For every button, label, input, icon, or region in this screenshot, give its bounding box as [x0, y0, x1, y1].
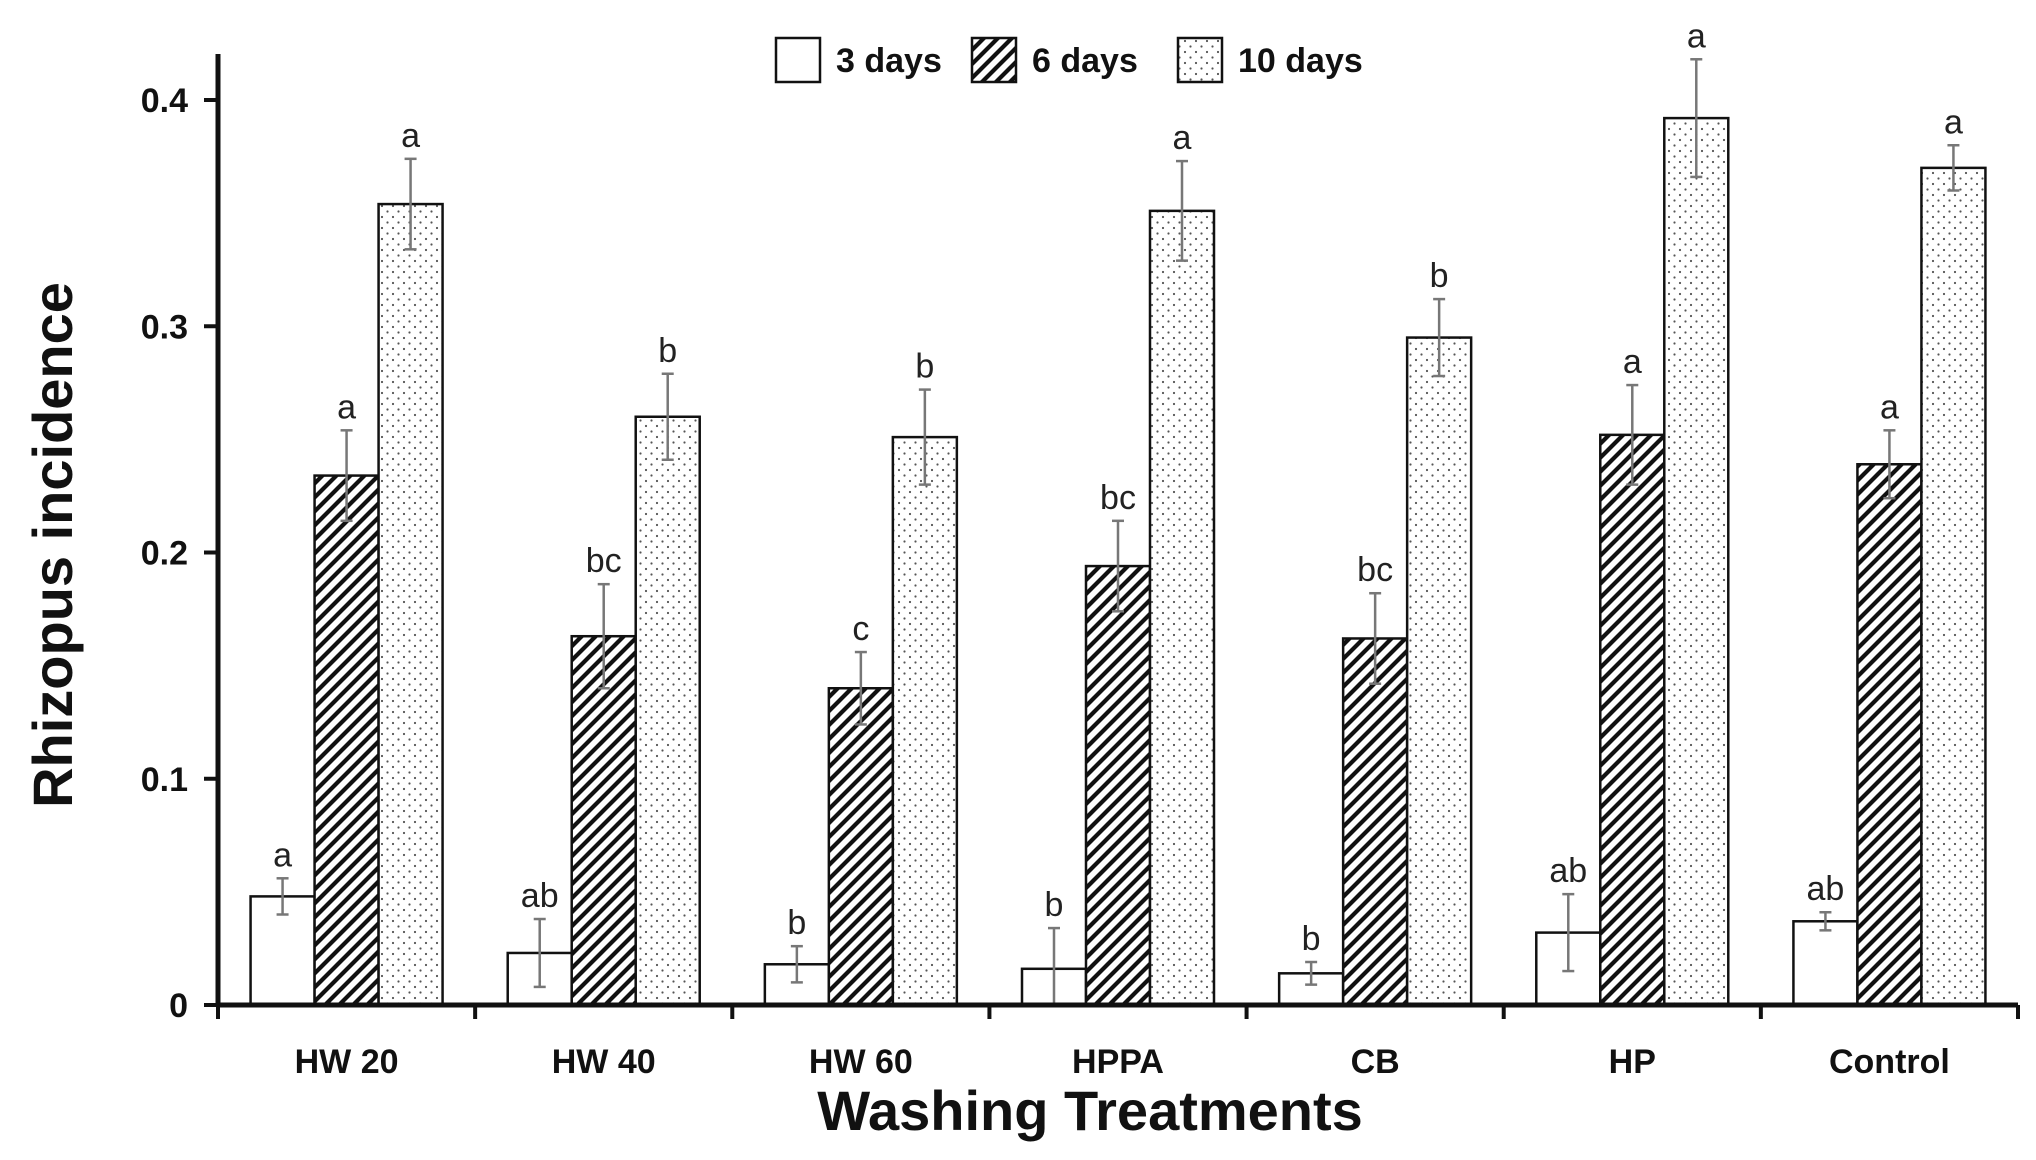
significance-letter: ab: [1549, 852, 1587, 890]
significance-letter: b: [658, 332, 677, 370]
error-bar: [1433, 297, 1446, 378]
significance-letter: b: [1302, 920, 1321, 958]
significance-letter: b: [915, 348, 934, 386]
significance-letter: bc: [1100, 479, 1136, 517]
error-bar: [404, 157, 417, 251]
significance-letter: a: [337, 388, 356, 426]
significance-letter: a: [1880, 388, 1899, 426]
bar-6-days-hw-20: [313, 474, 380, 1007]
error-bar: [1112, 519, 1124, 613]
significance-letter: a: [273, 836, 292, 874]
error-bar: [1626, 383, 1639, 486]
legend-swatch: [774, 36, 822, 84]
x-category-label: HP: [1609, 1043, 1656, 1081]
error-bar: [790, 944, 803, 984]
error-bar: [1883, 429, 1896, 500]
significance-letter: b: [787, 904, 806, 942]
significance-letter: c: [852, 610, 869, 648]
bar-10-days-hp: [1663, 116, 1730, 1007]
y-tick-label: 0.2: [141, 535, 188, 573]
error-bar: [854, 650, 867, 726]
x-category-label: Control: [1829, 1043, 1950, 1081]
bar-6-days-hw-40: [570, 634, 637, 1007]
bar-10-days-cb: [1405, 336, 1473, 1007]
bar-10-days-hppa: [1148, 209, 1216, 1007]
bar-3-days-control: [1792, 920, 1859, 1007]
y-tick-label: 0.4: [141, 82, 188, 120]
legend-label: 3 days: [836, 42, 942, 80]
error-bar: [597, 582, 610, 690]
error-bar: [1369, 591, 1382, 685]
error-bar: [1819, 910, 1832, 932]
significance-letter: bc: [1357, 551, 1393, 589]
significance-letter: bc: [586, 542, 622, 580]
error-bar: [276, 877, 289, 916]
significance-letter: b: [1045, 886, 1064, 924]
bar-6-days-hw-60: [827, 687, 895, 1007]
y-tick-label: 0: [169, 987, 188, 1025]
significance-letter: ab: [521, 877, 559, 915]
x-axis-title: Washing Treatments: [817, 1079, 1363, 1142]
x-category-label: HW 60: [809, 1043, 913, 1081]
legend-item: 10 days: [1176, 36, 1363, 84]
significance-letter: a: [1687, 17, 1706, 55]
axes-layer: 0 0.1 0.2 0.3 0.4 HW 20 HW 40 HW 60 HPPA CB HP Cont…: [21, 54, 2020, 1142]
significance-letter: a: [1623, 343, 1642, 381]
legend-label: 10 days: [1238, 42, 1363, 80]
significance-letter: b: [1430, 257, 1449, 295]
error-bar: [533, 917, 546, 989]
legend-swatch: [970, 36, 1018, 84]
significance-letter: ab: [1807, 870, 1845, 908]
significance-letter: a: [1173, 119, 1192, 157]
significance-letter: a: [401, 117, 420, 155]
legend-label: 6 days: [1032, 42, 1138, 80]
x-category-label: HW 40: [552, 1043, 656, 1081]
bar-6-days-hppa: [1084, 564, 1152, 1007]
legend-swatch: [1176, 36, 1224, 84]
bar-6-days-cb: [1341, 637, 1409, 1007]
legend-item: 3 days: [774, 36, 942, 84]
legend-item: 6 days: [970, 36, 1138, 84]
error-bar: [1947, 144, 1960, 192]
bar-10-days-hw-60: [891, 435, 959, 1007]
x-category-label: CB: [1351, 1043, 1400, 1081]
error-bars-layer: [276, 58, 1960, 1007]
significance-letter: a: [1944, 103, 1963, 141]
error-bar: [340, 429, 353, 523]
error-bar: [918, 388, 931, 486]
y-tick-label: 0.3: [141, 308, 188, 346]
bar-6-days-hp: [1599, 433, 1666, 1007]
y-axis-title: Rhizopus incidence: [21, 282, 84, 808]
bar-10-days-hw-20: [377, 202, 444, 1007]
error-bar: [661, 372, 674, 461]
legend: 3 days 6 days 10 days: [774, 36, 1363, 84]
y-tick-label: 0.1: [141, 761, 188, 799]
error-bar: [1690, 58, 1703, 179]
bar-10-days-control: [1920, 166, 1987, 1007]
x-category-label: HPPA: [1072, 1043, 1164, 1081]
x-category-label: HW 20: [295, 1043, 399, 1081]
bar-10-days-hw-40: [634, 415, 701, 1007]
error-bar: [1305, 960, 1318, 986]
bar-6-days-control: [1856, 463, 1923, 1007]
error-bar: [1562, 892, 1575, 973]
error-bar: [1176, 159, 1188, 262]
